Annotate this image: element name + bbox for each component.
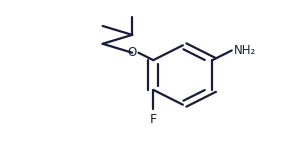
Text: NH₂: NH₂ bbox=[234, 44, 256, 57]
Text: O: O bbox=[128, 46, 137, 59]
Text: F: F bbox=[150, 113, 157, 126]
